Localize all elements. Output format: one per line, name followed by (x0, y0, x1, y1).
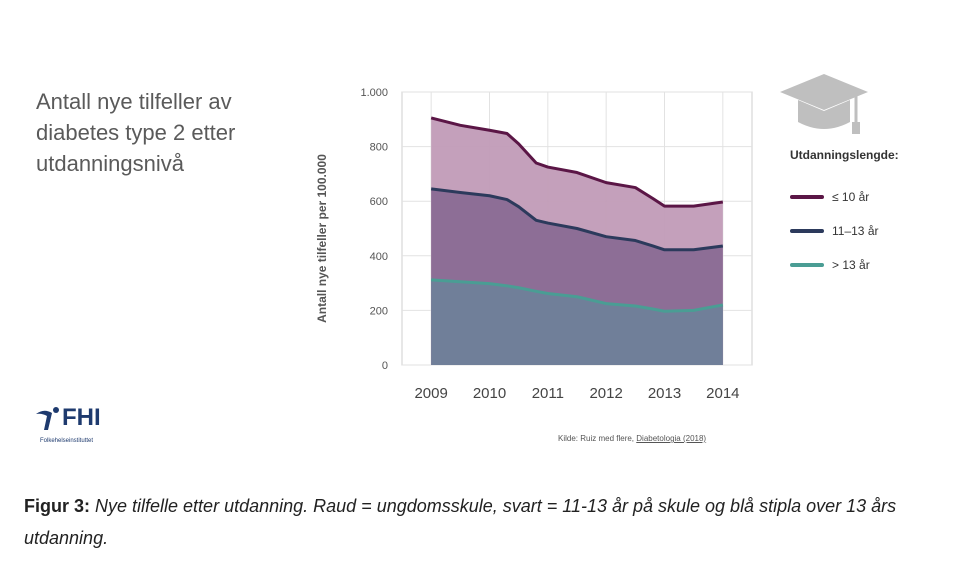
graduation-cap-icon (776, 72, 872, 143)
legend-item-low: ≤ 10 år (790, 180, 899, 214)
source-prefix: Kilde: Ruiz med flere, (558, 434, 637, 443)
legend-label-high: > 13 år (832, 258, 870, 272)
x-tick-label: 2014 (706, 385, 739, 402)
figure-caption: Figur 3: Nye tilfelle etter utdanning. R… (24, 490, 954, 554)
chart-title: Antall nye tilfeller av diabetes type 2 … (36, 86, 296, 179)
line-series-1 (430, 187, 724, 252)
area-series-2 (431, 279, 723, 365)
fhi-subtitle: Folkehelseinstituttet (40, 438, 94, 444)
line-series-0 (430, 116, 724, 208)
x-tick-label: 2013 (648, 385, 681, 402)
chart-title-line-1: Antall nye tilfeller av (36, 89, 232, 114)
caption-text: Nye tilfelle etter utdanning. Raud = ung… (24, 496, 897, 548)
x-tick-label: 2012 (589, 385, 622, 402)
y-tick-label: 600 (370, 196, 388, 208)
caption-label: Figur 3: (24, 496, 90, 516)
chart-title-line-2: diabetes type 2 etter (36, 120, 236, 145)
x-tick-label: 2009 (414, 385, 447, 402)
y-tick-label: 200 (370, 305, 388, 317)
y-tick-label: 0 (382, 360, 388, 372)
fhi-logo-text: FHI (62, 404, 101, 431)
legend-item-mid: 11–13 år (790, 214, 899, 248)
legend: Utdanningslengde: ≤ 10 år 11–13 år > 13 … (790, 148, 899, 282)
source-link[interactable]: Diabetologia (2018) (636, 434, 707, 443)
y-tick-label: 800 (370, 142, 388, 154)
legend-swatch-high (790, 263, 824, 267)
legend-title: Utdanningslengde: (790, 148, 899, 162)
x-tick-label: 2010 (473, 385, 506, 402)
fhi-logo-icon (34, 404, 64, 439)
line-series-2 (431, 278, 724, 313)
y-tick-label: 400 (370, 251, 388, 263)
legend-swatch-low (790, 195, 824, 199)
y-axis-label: Antall nye tilfeller per 100.000 (315, 154, 329, 323)
legend-label-mid: 11–13 år (832, 224, 879, 238)
x-tick-label: 2011 (532, 385, 564, 402)
legend-swatch-mid (790, 229, 824, 233)
legend-item-high: > 13 år (790, 248, 899, 282)
source-note: Kilde: Ruiz med flere, Diabetologia (201… (558, 434, 706, 443)
legend-label-low: ≤ 10 år (832, 190, 870, 204)
chart-title-line-3: utdanningsnivå (36, 151, 185, 176)
y-tick-label: 1.000 (360, 87, 388, 99)
